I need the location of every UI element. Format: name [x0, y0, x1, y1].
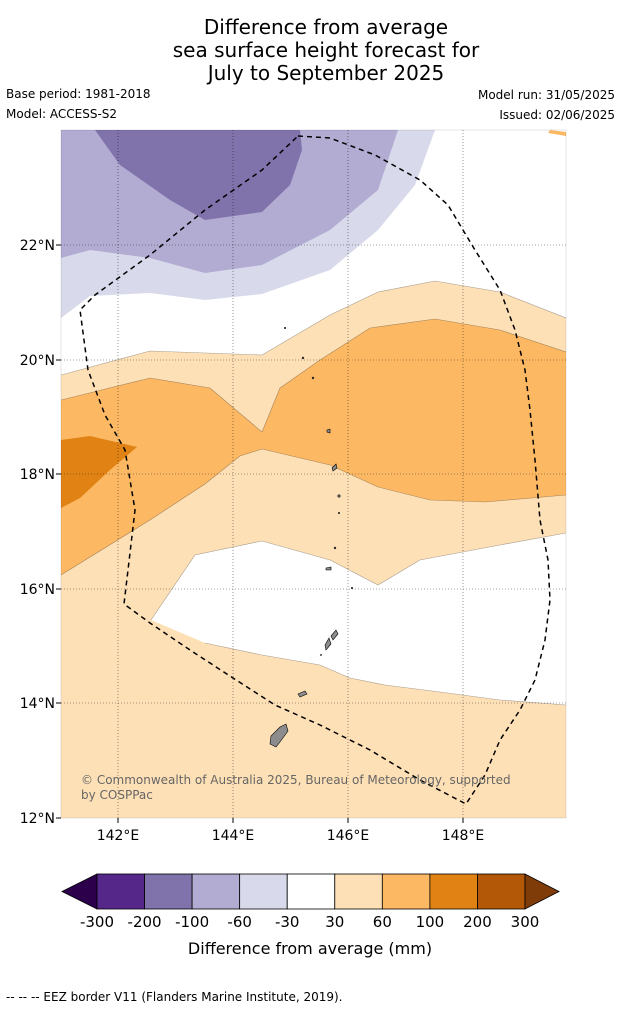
colorbar-tick-label: 30 — [325, 913, 344, 931]
title-line-2: sea surface height forecast for — [172, 38, 480, 62]
colorbar-tick-label: 300 — [511, 913, 540, 931]
lon-label-144e: 144°E — [212, 828, 255, 844]
colorbar-swatch — [239, 873, 288, 910]
colorbar-extend-low — [61, 873, 98, 910]
colorbar-tick-label: 60 — [373, 913, 392, 931]
base-period: Base period: 1981-2018 — [6, 87, 151, 101]
colorbar-extend-high — [524, 873, 560, 910]
island-anatahan — [325, 566, 332, 571]
model-run: Model run: 31/05/2025 — [477, 88, 615, 102]
contour-lines — [61, 280, 566, 706]
copyright-line-1: © Commonwealth of Australia 2025, Bureau… — [81, 773, 511, 787]
colorbar-tick-label: -100 — [175, 913, 209, 931]
island-tinian — [324, 637, 332, 651]
colorbar-swatch — [191, 873, 241, 910]
colorbar-swatch — [144, 873, 193, 910]
colorbar-tick-label: 100 — [416, 913, 445, 931]
lat-label-22n: 22°N — [20, 238, 55, 254]
anomaly-corner-fill — [548, 130, 566, 136]
copyright-line-2: by COSPPac — [81, 788, 153, 802]
islands — [269, 326, 353, 748]
colorbar-swatch — [429, 873, 478, 910]
lat-label-14n: 14°N — [20, 696, 55, 712]
anomaly-neg100-neg200-fill — [95, 130, 302, 220]
title-line-1: Difference from average — [203, 15, 449, 39]
colorbar-tick-label: 200 — [463, 913, 492, 931]
neutral-region-south — [151, 533, 566, 705]
map-area — [61, 130, 566, 818]
colorbar-swatch — [96, 873, 145, 910]
colorbar-swatch — [477, 873, 526, 910]
lat-label-12n: 12°N — [20, 811, 55, 827]
island-saipan — [330, 629, 339, 641]
lat-label-16n: 16°N — [20, 582, 55, 598]
model-name: Model: ACCESS-S2 — [6, 107, 118, 121]
island-pagan — [331, 463, 338, 472]
tick-marks — [56, 244, 464, 823]
anomaly-60-100-fill — [61, 319, 566, 575]
chart-title: Difference from average sea surface heig… — [0, 16, 621, 85]
colorbar: -300 -200 -100 -60 -30 30 60 100 200 300 — [61, 873, 560, 931]
colorbar-tick-label: -300 — [80, 913, 114, 931]
colorbar-swatch — [286, 873, 336, 910]
title-line-3: July to September 2025 — [207, 61, 445, 85]
colorbar-swatch — [381, 873, 431, 910]
lon-label-148e: 148°E — [442, 828, 485, 844]
lon-label-142e: 142°E — [97, 828, 140, 844]
colorbar-swatch — [334, 873, 383, 910]
island-guam — [269, 723, 289, 748]
eez-footnote: -- -- -- EEZ border V11 (Flanders Marine… — [6, 990, 343, 1004]
island-rota — [297, 690, 308, 698]
gridlines — [61, 130, 566, 818]
colorbar-tick-label: -60 — [227, 913, 252, 931]
lat-label-20n: 20°N — [20, 353, 55, 369]
colorbar-tick-label: -200 — [128, 913, 162, 931]
colorbar-tick-label: -30 — [275, 913, 300, 931]
colorbar-label: Difference from average (mm) — [188, 939, 432, 958]
issued-date: Issued: 02/06/2025 — [499, 108, 615, 122]
lat-label-18n: 18°N — [20, 467, 55, 483]
lon-label-146e: 146°E — [327, 828, 370, 844]
island-alamagan — [337, 494, 341, 498]
eez-border — [79, 135, 551, 805]
island-agrihan — [326, 428, 331, 434]
